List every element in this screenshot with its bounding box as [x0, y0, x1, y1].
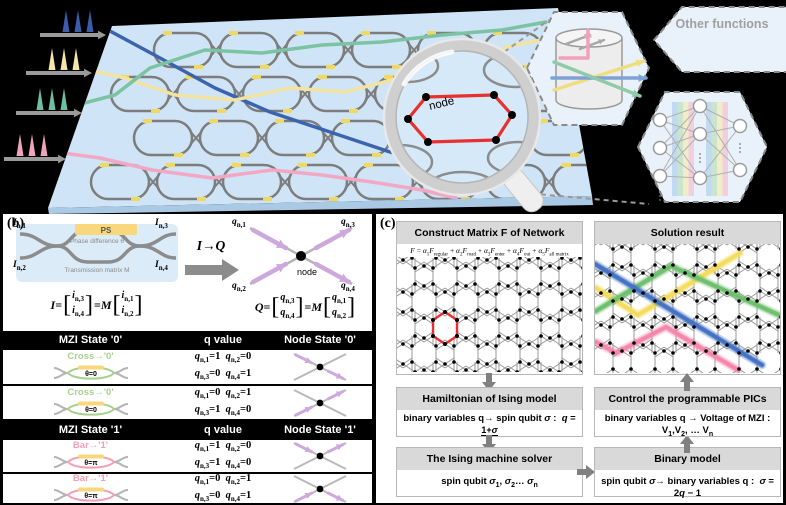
- i-to-q-label: I → Q: [196, 238, 226, 253]
- mzi-state-label: Bar→'1': [72, 473, 109, 485]
- phase-shifter-label: PS: [101, 226, 112, 235]
- function-hexagon-neural-network: [636, 91, 769, 203]
- panel-c-solver-flow: (c) Construct Matrix F of Network F = α1…: [376, 214, 783, 503]
- transmission-matrix-label: Transmission matrix M: [64, 267, 130, 274]
- box-title: The Ising machine solver: [397, 448, 582, 470]
- mzi-state-label: Cross→'0': [67, 386, 114, 398]
- box-title: Binary model: [595, 448, 780, 470]
- mapping-arrow: [185, 259, 239, 281]
- svg-text:θ=0: θ=0: [85, 407, 97, 414]
- node-dots: [404, 91, 516, 146]
- equation-I: I = in,3in,4 = Min,1in,2: [17, 288, 177, 322]
- panel-b-mzi-node-mapping: (b) PS Phase difference θ Transmission m…: [3, 214, 372, 503]
- port-label-i1: In,1: [13, 218, 26, 230]
- node-text: node: [297, 267, 318, 277]
- box-control-pics: Control the programmable PICs binary var…: [594, 387, 781, 438]
- node-dot: [296, 251, 306, 261]
- cylinder-body: [555, 38, 623, 110]
- box-content: spin qubit σ1, σ2… σn: [441, 476, 538, 489]
- table-header-state1: MZI State '1' q value Node State '1': [3, 421, 372, 439]
- table-row: Bar→'1' θ=π qn,1=0 qn,2=1 qn,3=0 qn,4=1: [3, 473, 372, 503]
- other-functions-label: Other functions: [675, 17, 768, 31]
- phase-difference-label: Phase difference θ: [69, 238, 125, 245]
- node-state-icon: [293, 353, 347, 381]
- mzi-node-state-table: MZI State '0' q value Node State '0' Cro…: [3, 331, 372, 503]
- box-title: Solution result: [595, 222, 780, 244]
- routing-arrows-icon: [550, 28, 648, 98]
- solution-lattice: [595, 244, 780, 373]
- phase-shifter: [75, 224, 137, 235]
- neural-network-icon: [652, 98, 748, 201]
- q-label-4: qn,4: [341, 281, 355, 293]
- node-state-icon: [293, 388, 347, 417]
- table-row: Cross→'0' θ=0 qn,1=1 qn,2=0 qn,3=0 qn,4=…: [3, 350, 372, 385]
- svg-text:θ=0: θ=0: [85, 371, 97, 378]
- table-row: Bar→'1' θ=π qn,1=1 qn,2=0 qn,3=1 qn,4=0: [3, 440, 372, 473]
- box-content: spin qubit σ→ binary variables q : σ = 2…: [601, 476, 774, 499]
- mzi-icon: θ=0: [53, 401, 128, 416]
- network-lattice: [397, 257, 582, 372]
- box-solution-result: Solution result: [594, 221, 781, 375]
- chip-platform-edge: [48, 196, 593, 214]
- mzi-state-label: Bar→'1': [72, 440, 109, 452]
- box-binary-model: Binary model spin qubit σ→ binary variab…: [594, 447, 781, 499]
- mzi-state-label: Cross→'0': [67, 351, 114, 363]
- table-row: Cross→'0' θ=0 qn,1=0 qn,2=1 qn,3=1 qn,4=…: [3, 386, 372, 420]
- node-state-icon: [293, 442, 347, 471]
- svg-text:θ=π: θ=π: [84, 460, 98, 467]
- panel-b-label: (b): [7, 216, 25, 231]
- flow-arrow-up: [680, 435, 694, 453]
- port-label-i4: In,4: [155, 260, 168, 272]
- mzi-icon: θ=π: [53, 487, 128, 502]
- node-x-diagram: [249, 226, 353, 286]
- box-title: Hamiltonian of Ising model: [397, 388, 582, 410]
- box-title: Control the programmable PICs: [595, 388, 780, 410]
- port-label-i3: In,3: [155, 218, 168, 230]
- box-ising-solver: The Ising machine solver spin qubit σ1, …: [396, 447, 583, 497]
- mzi-icon: θ=0: [53, 365, 128, 380]
- zoom-connector-top: [496, 19, 550, 58]
- flow-arrow-right: [577, 465, 595, 479]
- flow-arrow-down: [482, 373, 496, 391]
- photonic-network-illustration: Other functions: [4, 6, 786, 214]
- q-label-1: qn,1: [232, 217, 246, 229]
- function-hexagon-switching: [525, 11, 651, 126]
- magnifier: node: [382, 37, 544, 213]
- svg-text:θ=π: θ=π: [84, 493, 98, 500]
- equation-Q: Q = qn,3qn,4 = Mqn,1qn,2: [243, 290, 368, 324]
- table-header-state0: MZI State '0' q value Node State '0': [3, 331, 372, 348]
- input-pulse-trains: [4, 10, 106, 164]
- port-label-i2: In,2: [13, 260, 26, 272]
- box-title: Construct Matrix F of Network: [397, 222, 582, 244]
- function-hexagon-other: Other functions: [652, 6, 786, 73]
- box-construct-matrix: Construct Matrix F of Network F = α1Freg…: [396, 221, 583, 375]
- flow-arrow-up: [680, 373, 694, 391]
- box-content: binary variables q → Voltage of MZI : V1,…: [604, 413, 771, 438]
- mzi-to-node-diagram: PS: [16, 224, 353, 286]
- mzi-icon: θ=π: [53, 454, 128, 469]
- matrix-formula: F = α1Fregular + α2Froad + α3Fenter + α4…: [410, 246, 569, 258]
- q-label-3: qn,3: [341, 217, 355, 229]
- q-label-2: qn,2: [232, 281, 246, 293]
- panel-c-label: (c): [380, 216, 396, 231]
- node-state-icon: [293, 474, 347, 503]
- box-hamiltonian: Hamiltonian of Ising model binary variab…: [396, 387, 583, 446]
